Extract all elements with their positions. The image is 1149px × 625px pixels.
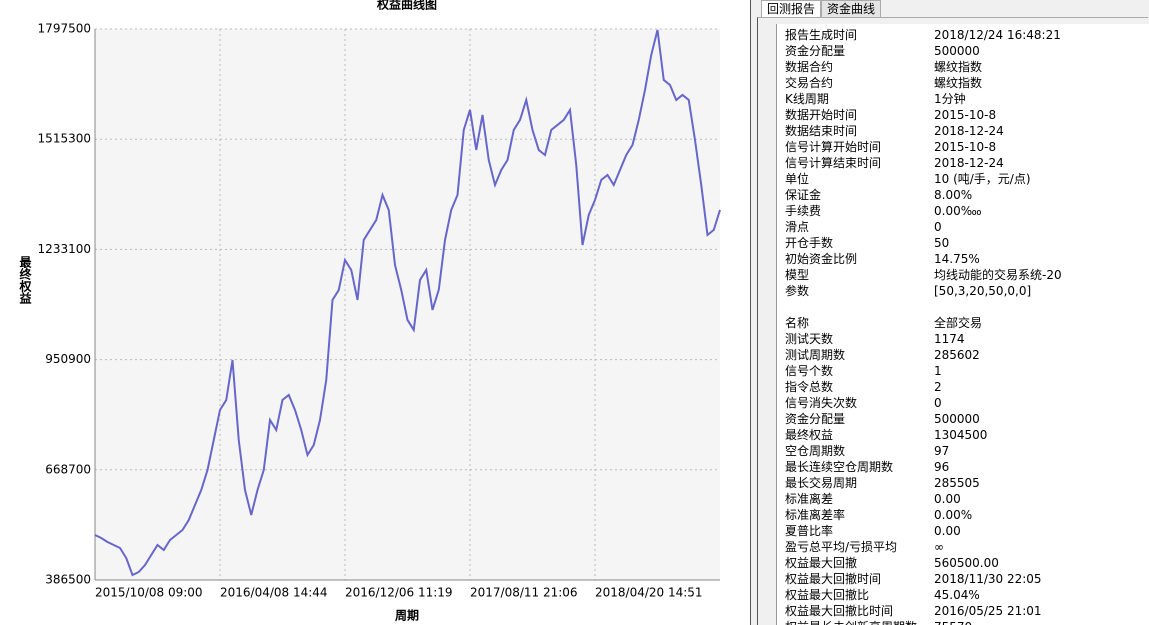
report-key: 资金分配量 — [785, 44, 846, 58]
x-tick-label: 2015/10/08 09:00 — [95, 586, 203, 600]
report-value: 97 — [934, 444, 950, 458]
report-value: 50 — [934, 236, 950, 250]
x-tick-label: 2017/08/11 21:06 — [470, 586, 578, 600]
y-tick-label: 1515300 — [38, 132, 91, 146]
x-tick-label: 2016/12/06 11:19 — [345, 586, 453, 600]
report-key: 测试天数 — [785, 332, 834, 346]
report-key: 权益最大回撤 — [785, 556, 858, 570]
report-key: 报告生成时间 — [785, 28, 858, 42]
report-value: 2015-10-8 — [934, 108, 997, 122]
report-value: 2018/11/30 22:05 — [934, 572, 1042, 586]
report-key: 权益最大回撤时间 — [785, 572, 882, 586]
plot-area — [95, 29, 720, 580]
report-value: 96 — [934, 460, 950, 474]
report-value: 螺纹指数 — [934, 76, 983, 90]
report-key: 模型 — [785, 268, 810, 282]
report-key: 标准离差 — [785, 492, 834, 506]
report-key: 初始资金比例 — [785, 252, 858, 266]
report-key: 资金分配量 — [785, 412, 846, 426]
report-key: 权益最大回撤比 — [785, 588, 870, 602]
report-key: 信号计算开始时间 — [785, 140, 882, 154]
y-tick-label: 1797500 — [38, 22, 91, 36]
y-tick-label: 386500 — [45, 573, 91, 587]
report-value: 500000 — [934, 412, 980, 426]
report-panel: 回测报告 资金曲线 报告生成时间 2018/12/24 16:48:21 资金分配量… — [750, 0, 1149, 625]
report-value: 2015-10-8 — [934, 140, 997, 154]
report-key: 最长交易周期 — [785, 476, 858, 490]
report-key: 参数 — [785, 284, 810, 298]
report-key: 数据结束时间 — [785, 124, 858, 138]
report-key: 数据开始时间 — [785, 108, 858, 122]
report-value: 0 — [934, 396, 942, 410]
report-list: 报告生成时间 2018/12/24 16:48:21 资金分配量 500000 数据合约… — [776, 24, 1149, 625]
tab-bar: 回测报告 资金曲线 — [761, 0, 882, 17]
report-key: 信号计算结束时间 — [785, 156, 882, 170]
report-key: K线周期 — [785, 92, 829, 106]
y-axis-label: 最终权益 — [18, 256, 32, 305]
report-key: 夏普比率 — [785, 524, 834, 538]
report-value: 1分钟 — [934, 92, 966, 106]
report-value: 2018-12-24 — [934, 124, 1004, 138]
report-value: 螺纹指数 — [934, 60, 983, 74]
report-value: 2018-12-24 — [934, 156, 1004, 170]
report-value: 285602 — [934, 348, 980, 362]
report-key: 权益最长未创新高周期数 — [785, 619, 917, 625]
report-value: ∞ — [934, 540, 944, 554]
report-value: 14.75% — [934, 252, 980, 266]
tab[interactable]: 资金曲线 — [821, 0, 882, 17]
report-key: 开仓手数 — [785, 236, 834, 250]
chart: 权益曲线图 周期 最终权益 386500 668700 950900 1233100 1… — [18, 0, 721, 623]
report-value: 75570 — [934, 619, 972, 625]
y-tick-label: 1233100 — [38, 242, 91, 256]
report-key: 保证金 — [785, 188, 822, 202]
report-key: 最长连续空仓周期数 — [785, 460, 894, 474]
chart-title: 权益曲线图 — [376, 0, 437, 12]
report-value: 560500.00 — [934, 556, 999, 570]
report-value: 500000 — [934, 44, 980, 58]
report-value: 0.00% — [934, 508, 973, 522]
report-key: 交易合约 — [785, 76, 834, 90]
report-value: 均线动能的交易系统-20 — [934, 268, 1062, 282]
equity-line — [94, 29, 721, 577]
report-key: 标准离差率 — [785, 508, 846, 522]
report-value: 2018/12/24 16:48:21 — [934, 28, 1061, 42]
report-key: 手续费 — [785, 204, 822, 218]
report-value: 8.00% — [934, 188, 973, 202]
report-box: 报告生成时间 2018/12/24 16:48:21 资金分配量 500000 数据合约… — [757, 17, 1149, 625]
report-value: 285505 — [934, 476, 980, 490]
x-tick-label: 2016/04/08 14:44 — [220, 586, 328, 600]
report-key: 信号个数 — [785, 364, 834, 378]
report-key: 权益最大回撤比时间 — [785, 604, 894, 618]
report-key: 滑点 — [785, 220, 810, 234]
report-value: 0.00 — [934, 524, 961, 538]
y-tick-label: 950900 — [45, 352, 91, 366]
report-key: 空仓周期数 — [785, 444, 846, 458]
x-tick-label: 2018/04/20 14:51 — [595, 586, 703, 600]
report-value: 0 — [934, 220, 942, 234]
report-key: 盈亏总平均/亏损平均 — [785, 540, 898, 554]
tab[interactable]: 回测报告 — [761, 0, 822, 17]
report-key: 单位 — [785, 172, 810, 186]
report-key: 信号消失次数 — [785, 396, 858, 410]
y-tick-label: 668700 — [45, 462, 91, 476]
report-value: 全部交易 — [934, 316, 983, 330]
x-axis-label: 周期 — [395, 608, 419, 623]
report-key: 测试周期数 — [785, 348, 846, 362]
report-value: 1304500 — [934, 428, 988, 442]
report-value: 0.00‱ — [934, 204, 982, 218]
report-value: 1174 — [934, 332, 965, 346]
report-key: 最终权益 — [785, 428, 834, 442]
report-key: 数据合约 — [785, 60, 834, 74]
report-value: 0.00 — [934, 492, 961, 506]
report-value: [50,3,20,50,0,0] — [934, 284, 1032, 298]
report-value: 10 (吨/手，元/点) — [934, 172, 1031, 186]
report-value: 1 — [934, 364, 942, 378]
report-value: 2 — [934, 380, 942, 394]
report-value: 2016/05/25 21:01 — [934, 604, 1042, 618]
report-key: 指令总数 — [785, 380, 834, 394]
report-value: 45.04% — [934, 588, 980, 602]
report-key: 名称 — [785, 316, 810, 330]
